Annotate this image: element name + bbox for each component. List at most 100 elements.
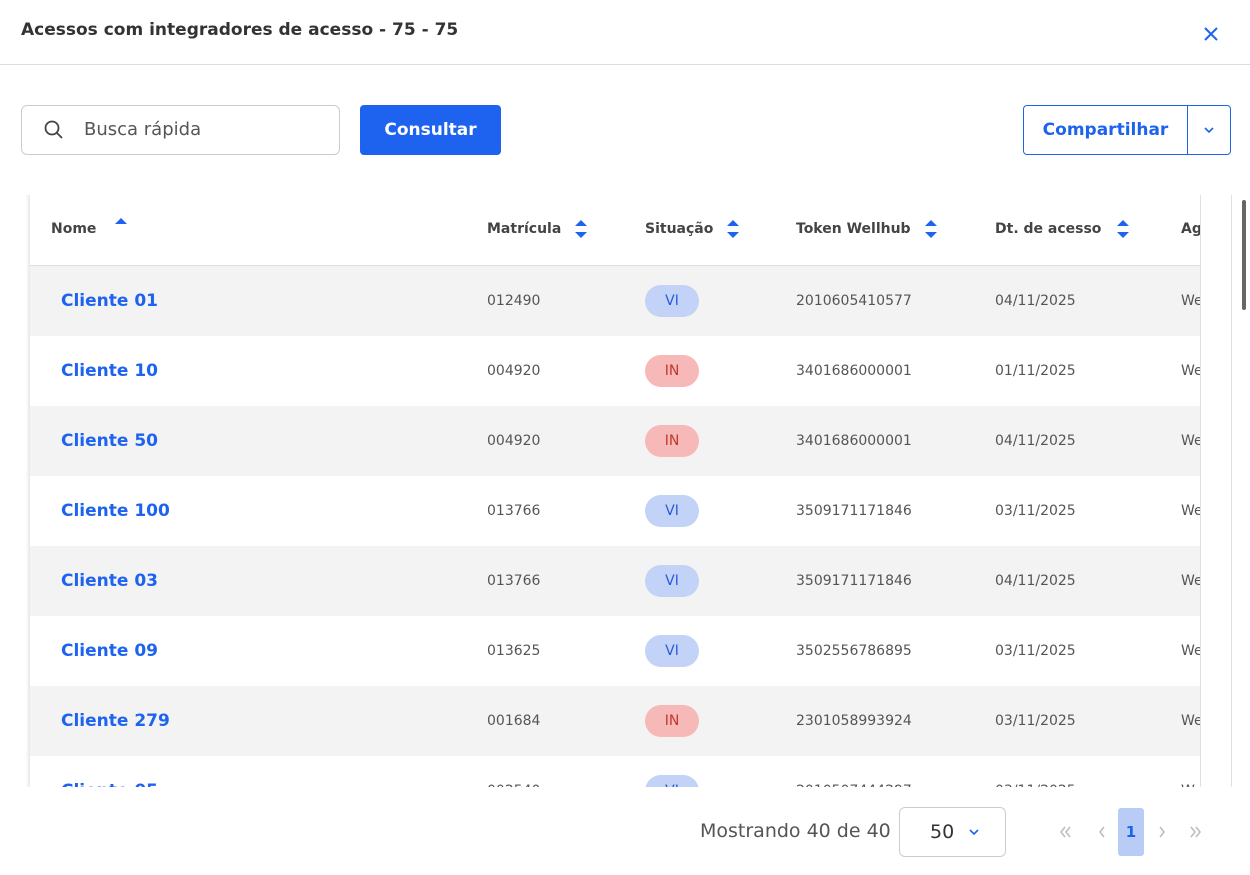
cell: 03/11/2025: [995, 616, 1076, 686]
column-header: Ag: [1181, 221, 1200, 237]
data-table: Nome Matrícula Situação Token Wellhub Dt. de…: [30, 195, 1200, 787]
cell: Cliente 279: [61, 686, 170, 756]
cell: Wellhub: [1181, 336, 1200, 406]
table-row: Cliente 10 004920 IN 3401686000001 01/11/202…: [30, 336, 1200, 406]
modal-title: Acessos com integradores de acesso - 75 …: [21, 20, 459, 40]
client-link[interactable]: Cliente 01: [61, 291, 158, 311]
cell-text: 04/11/2025: [995, 293, 1076, 309]
shadow: [26, 195, 30, 787]
cell: 03/11/2025: [995, 756, 1076, 787]
cell: Wellhub: [1181, 476, 1200, 546]
status-badge: IN: [645, 425, 699, 457]
share-button[interactable]: Compartilhar: [1023, 105, 1231, 155]
cell-text: Wellhub: [1181, 363, 1200, 379]
current-page[interactable]: 1: [1118, 808, 1144, 856]
scrollbar[interactable]: [1242, 200, 1246, 310]
cell-text: 3502556786895: [796, 643, 912, 659]
cell: Cliente 05: [61, 756, 158, 787]
cell-text: 2010605410577: [796, 293, 912, 309]
divider: [0, 64, 1250, 65]
client-link[interactable]: Cliente 50: [61, 431, 158, 451]
sort-icon[interactable]: [114, 216, 128, 236]
cell: 013766: [487, 476, 540, 546]
cell: 004920: [487, 336, 540, 406]
client-link[interactable]: Cliente 09: [61, 641, 158, 661]
cell: Wellhub: [1181, 686, 1200, 756]
status-badge: VI: [645, 495, 699, 527]
cell-text: 013766: [487, 503, 541, 519]
cell: 04/11/2025: [995, 266, 1076, 336]
column-header: Nome: [51, 221, 97, 237]
cell-text: Wellhub: [1181, 783, 1200, 787]
cell: Cliente 100: [61, 476, 170, 546]
cell-text: 2301058993924: [796, 713, 912, 729]
status-badge: IN: [645, 355, 699, 387]
header-row: Nome Matrícula Situação Token Wellhub Dt. de…: [30, 195, 1200, 266]
cell: Cliente 50: [61, 406, 158, 476]
client-link[interactable]: Cliente 279: [61, 711, 170, 731]
table-row: Cliente 03 013766 VI 3509171171846 04/11/202…: [30, 546, 1200, 616]
cell: 004920: [487, 406, 540, 476]
sort-icon[interactable]: [924, 219, 938, 239]
client-link[interactable]: Cliente 100: [61, 501, 170, 521]
table-row: Cliente 279 001684 IN 2301058993924 03/11/20…: [30, 686, 1200, 756]
cell: 3509171171846: [796, 546, 912, 616]
cell-text: 002540: [487, 783, 540, 787]
cell: Cliente 03: [61, 546, 158, 616]
close-icon[interactable]: [1203, 26, 1219, 42]
cell: 3401686000001: [796, 406, 912, 476]
table-row: Cliente 09 013625 VI 3502556786895 03/11/202…: [30, 616, 1200, 686]
cell: 2010605410577: [796, 266, 912, 336]
cell: 001684: [487, 686, 540, 756]
cell: Wellhub: [1181, 616, 1200, 686]
cell: 013766: [487, 546, 540, 616]
search-icon: [44, 120, 63, 139]
cell-text: Wellhub: [1181, 643, 1200, 659]
page-size: 50: [930, 821, 955, 843]
cell-text: 3509171171846: [796, 503, 912, 519]
table-row: Cliente 50 004920 IN 3401686000001 04/11/202…: [30, 406, 1200, 476]
cell-text: 3401686000001: [796, 433, 912, 449]
pager-arrows[interactable]: [1055, 822, 1215, 842]
cell: VI: [645, 546, 699, 616]
cell: VI: [645, 756, 699, 787]
cell: Cliente 09: [61, 616, 158, 686]
chevron: [969, 829, 979, 836]
sort-icon[interactable]: [1116, 219, 1130, 239]
status-badge: VI: [645, 775, 699, 787]
cell-text: Wellhub: [1181, 503, 1200, 519]
cell-text: Wellhub: [1181, 293, 1200, 309]
cell-text: 3509171171846: [796, 573, 912, 589]
split: [1187, 106, 1188, 154]
status-badge: VI: [645, 635, 699, 667]
chevron[interactable]: [1203, 124, 1215, 136]
column-header: Token Wellhub: [796, 221, 911, 237]
status-badge: IN: [645, 705, 699, 737]
cell-text: 03/11/2025: [995, 643, 1076, 659]
cell-text: 03/11/2025: [995, 503, 1076, 519]
page-size-select[interactable]: 50: [899, 807, 1006, 857]
status-badge: VI: [645, 565, 699, 597]
table-row: Cliente 01 012490 VI 2010605410577 04/11/202…: [30, 266, 1200, 336]
cell: Cliente 01: [61, 266, 158, 336]
cell: 3401686000001: [796, 336, 912, 406]
cell: IN: [645, 336, 699, 406]
search-box[interactable]: Busca rápida: [21, 105, 340, 155]
client-link[interactable]: Cliente 05: [61, 781, 158, 787]
cell: 2301058993924: [796, 686, 912, 756]
status-badge: VI: [645, 285, 699, 317]
sort-icon[interactable]: [574, 219, 588, 239]
cell: Wellhub: [1181, 266, 1200, 336]
sort-icon[interactable]: [726, 219, 740, 239]
cell-text: Wellhub: [1181, 433, 1200, 449]
client-link[interactable]: Cliente 03: [61, 571, 158, 591]
cell: 04/11/2025: [995, 406, 1076, 476]
cell-text: 3401686000001: [796, 363, 912, 379]
table-row: Cliente 100 013766 VI 3509171171846 03/11/20…: [30, 476, 1200, 546]
cell-text: 2010507444297: [796, 783, 912, 787]
client-link[interactable]: Cliente 10: [61, 361, 158, 381]
cell: Wellhub: [1181, 756, 1200, 787]
search-button[interactable]: Consultar: [360, 105, 501, 155]
cell: IN: [645, 686, 699, 756]
